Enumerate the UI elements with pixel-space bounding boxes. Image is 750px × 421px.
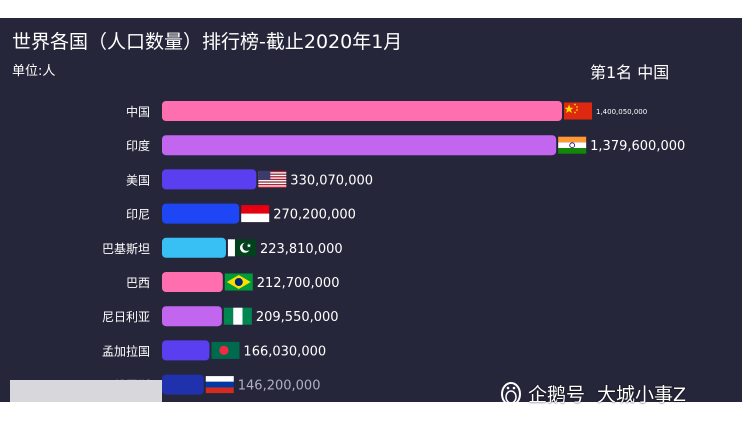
bar (162, 306, 222, 327)
bar (162, 169, 257, 190)
watermark-author: 大城小事Z (597, 383, 687, 406)
russia-flag-icon (205, 376, 234, 394)
bar (162, 237, 226, 258)
category-label: 尼日利亚 (102, 310, 150, 324)
chart-title: 世界各国（人口数量）排行榜-截止2020年1月 (12, 31, 403, 53)
unit-label: 单位:人 (12, 64, 56, 79)
category-label: 中国 (126, 104, 150, 119)
pakistan-flag-icon (227, 239, 256, 257)
category-label: 印度 (126, 138, 150, 153)
bar (162, 101, 563, 121)
indonesia-flag-icon (241, 205, 270, 223)
value-label: 146,200,000 (238, 379, 321, 394)
usa-flag-icon (258, 170, 287, 188)
value-label: 1,379,600,000 (590, 139, 685, 154)
brazil-flag-icon (224, 273, 253, 291)
china-flag-icon (564, 102, 593, 120)
bar (162, 272, 223, 292)
bar-chart: 中国 1,400,050,000 印度 1,379,600,000 美国 330,070,… (102, 101, 685, 395)
value-label: 270,200,000 (273, 208, 356, 223)
value-label: 212,700,000 (257, 276, 340, 291)
watermark: 企鹅号 大城小事Z (500, 375, 686, 411)
bar (162, 203, 240, 224)
india-flag-icon (558, 136, 587, 154)
value-label: 1,400,050,000 (596, 108, 647, 116)
category-label: 孟加拉国 (102, 343, 150, 358)
nigeria-flag-icon (223, 307, 252, 325)
watermark-brand: 企鹅号 (528, 383, 586, 406)
bar (162, 135, 557, 156)
category-label: 巴西 (126, 276, 150, 290)
category-label: 美国 (126, 173, 150, 187)
bangladesh-flag-icon (211, 341, 240, 359)
value-label: 330,070,000 (290, 173, 373, 188)
bar (162, 374, 204, 395)
bar (162, 340, 210, 361)
blurred-overlay (10, 380, 162, 402)
category-label: 巴基斯坦 (102, 242, 150, 256)
value-label: 166,030,000 (243, 344, 326, 359)
value-label: 209,550,000 (256, 310, 339, 325)
rank-label: 第1名 中国 (590, 63, 670, 82)
value-label: 223,810,000 (260, 242, 343, 257)
chart-frame: 世界各国（人口数量）排行榜-截止2020年1月 单位:人 第1名 中国 中国 1,… (0, 18, 742, 402)
penguin-icon (501, 382, 521, 406)
category-label: 印尼 (126, 208, 150, 222)
